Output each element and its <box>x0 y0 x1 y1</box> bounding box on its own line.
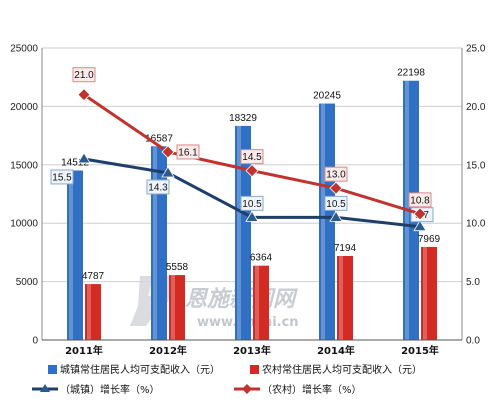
urban-bar-highlight <box>153 146 157 340</box>
legend-marker <box>242 384 252 394</box>
legend-item-urban-bar: 城镇常住居民人均可支配收入（元） <box>48 363 220 376</box>
rural-bar-label: 7194 <box>334 243 357 254</box>
y-right-tick-label: 20.0 <box>466 102 486 113</box>
rural-bar-label: 4787 <box>82 271 105 282</box>
urban-growth-point-label: 10.5 <box>326 199 346 210</box>
y-right-tick-label: 0.0 <box>466 336 480 347</box>
rural-bar-rect <box>337 255 353 340</box>
urban-bar-label: 22198 <box>397 68 425 79</box>
rural-growth-marker <box>413 207 427 221</box>
legend-label: （农村）增长率（%） <box>262 383 362 396</box>
rural-growth-marker <box>329 181 343 195</box>
urban-bar-label: 18329 <box>229 113 257 124</box>
y-right-tick-label: 5.0 <box>466 277 480 288</box>
rural-bar <box>421 246 437 340</box>
legend: 城镇常住居民人均可支配收入（元） 农村常住居民人均可支配收入（元） （城镇）增长率（… <box>32 363 422 396</box>
rural-growth-label-box <box>408 192 432 208</box>
urban-growth-marker <box>77 152 91 164</box>
urban-bar <box>319 103 335 341</box>
legend-item-rural-bar: 农村常住居民人均可支配收入（元） <box>250 363 422 376</box>
urban-growth-label-box <box>240 195 264 211</box>
y-left-tick-label: 0 <box>32 336 38 347</box>
urban-bar-rect <box>67 170 83 340</box>
urban-bar-label: 14512 <box>61 157 89 168</box>
rural-bar <box>337 255 353 340</box>
urban-bar-highlight <box>321 103 325 341</box>
y-left-tick-label: 20000 <box>10 102 38 113</box>
y-left-tick-label: 5000 <box>16 277 39 288</box>
urban-growth-label-box <box>50 169 74 185</box>
urban-bar-label: 16587 <box>145 133 173 144</box>
x-tick-label: 2012年 <box>149 344 187 357</box>
rural-bar <box>85 284 101 340</box>
urban-growth-marker <box>161 166 175 178</box>
rural-bar-rect <box>253 265 269 340</box>
rural-bar-rect <box>421 246 437 340</box>
rural-bar-label: 5558 <box>166 262 189 273</box>
rural-growth-marker <box>161 145 175 159</box>
rural-bar-highlight <box>339 255 343 340</box>
rural-growth-label-box <box>72 67 96 83</box>
legend-marker <box>40 384 50 392</box>
urban-growth-marker <box>413 219 427 232</box>
rural-bar <box>253 265 269 340</box>
rural-bar-highlight <box>255 265 259 340</box>
urban-growth-point-label: 10.5 <box>242 199 262 210</box>
legend-swatch <box>250 365 259 374</box>
urban-bar <box>235 125 251 340</box>
urban-bar-rect <box>319 103 335 341</box>
rural-growth-label-box <box>176 144 200 160</box>
rural-growth-label-box <box>240 149 264 165</box>
y-right-tick-label: 15.0 <box>466 160 486 171</box>
x-tick-label: 2011年 <box>65 344 103 357</box>
rural-growth-point-label: 21.0 <box>74 70 94 81</box>
urban-growth-label-box <box>324 195 348 211</box>
rural-growth-point-label: 14.5 <box>242 152 262 163</box>
urban-growth-point-label: 14.3 <box>148 182 168 193</box>
y-left-tick-label: 25000 <box>10 44 38 55</box>
legend-label: 城镇常住居民人均可支配收入（元） <box>60 363 220 376</box>
lines-layer: 15.514.310.510.59.721.016.114.513.010.8 <box>50 67 434 232</box>
rural-bar-label: 7969 <box>418 234 441 245</box>
urban-bar-label: 20245 <box>313 91 341 102</box>
rural-bar-rect <box>169 275 185 340</box>
legend-item-urban-growth: （城镇）增长率（%） <box>32 383 160 396</box>
urban-growth-point-label: 15.5 <box>52 172 72 183</box>
urban-growth-marker <box>245 210 259 222</box>
rural-bar-highlight <box>87 284 91 340</box>
legend-label: （城镇）增长率（%） <box>60 383 160 396</box>
urban-bar-highlight <box>69 170 73 340</box>
rural-growth-marker <box>77 88 91 102</box>
rural-growth-point-label: 13.0 <box>326 170 346 181</box>
y-right-tick-label: 10.0 <box>466 219 486 230</box>
axes-layer: 0 0.0 5000 5.0 10000 10.0 15000 15.0 20000 20.0 25… <box>10 44 486 358</box>
rural-bar-highlight <box>171 275 175 340</box>
rural-bar-rect <box>85 284 101 340</box>
x-tick-label: 2015年 <box>401 344 439 357</box>
legend-item-rural-growth: （农村）增长率（%） <box>234 383 362 396</box>
urban-bar <box>151 146 167 340</box>
y-left-tick-label: 10000 <box>10 219 38 230</box>
urban-bar-rect <box>235 125 251 340</box>
y-right-tick-label: 25.0 <box>466 44 486 55</box>
rural-bar <box>169 275 185 340</box>
urban-growth-marker <box>329 210 343 222</box>
rural-growth-point-label: 10.8 <box>410 195 430 206</box>
urban-bar-rect <box>151 146 167 340</box>
rural-growth-label-box <box>324 166 348 182</box>
rural-growth-marker <box>245 164 259 178</box>
x-tick-label: 2013年 <box>233 344 271 357</box>
urban-growth-label-box <box>146 179 170 195</box>
rural-growth-point-label: 16.1 <box>178 147 198 158</box>
y-left-tick-label: 15000 <box>10 160 38 171</box>
urban-bar <box>67 170 83 340</box>
legend-swatch <box>48 365 57 374</box>
rural-bar-highlight <box>423 246 427 340</box>
rural-bar-label: 6364 <box>250 253 273 264</box>
legend-label: 农村常住居民人均可支配收入（元） <box>262 363 422 376</box>
x-tick-label: 2014年 <box>317 344 355 357</box>
urban-bar-highlight <box>237 125 241 340</box>
